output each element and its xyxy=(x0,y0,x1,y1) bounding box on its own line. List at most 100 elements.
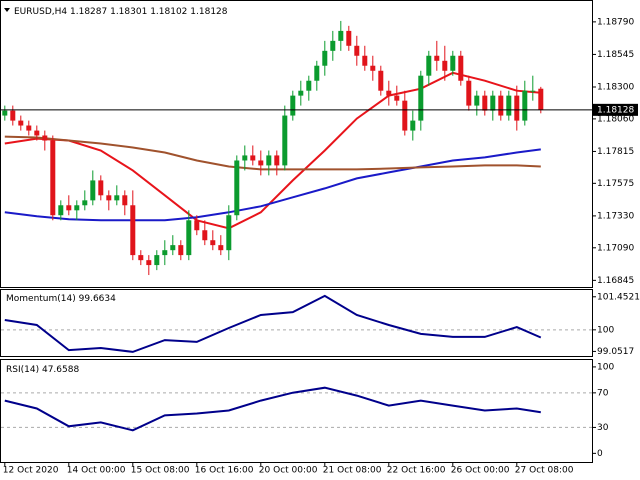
candle-body xyxy=(210,240,216,246)
candle-body xyxy=(114,195,120,201)
x-tick-label: 16 Oct 16:00 xyxy=(195,466,254,476)
y-tick-label: 30 xyxy=(597,423,609,433)
candle-body xyxy=(474,95,480,106)
candle-body xyxy=(514,95,520,121)
y-tick-label: 1.18545 xyxy=(597,50,634,60)
candle-body xyxy=(466,80,472,106)
momentum-title: Momentum(14) xyxy=(6,294,76,304)
candle-body xyxy=(186,220,192,256)
y-tick-label: 100 xyxy=(597,362,614,372)
candle-body xyxy=(370,65,376,71)
candle-body xyxy=(82,200,88,206)
candle-body xyxy=(282,115,288,166)
momentum-panel-frame xyxy=(0,289,593,357)
candle-body xyxy=(314,65,320,81)
candle-body xyxy=(346,30,352,46)
candle-body xyxy=(218,245,224,251)
high-value: 1.18301 xyxy=(110,7,147,17)
candle-body xyxy=(530,90,536,92)
candle-body xyxy=(482,95,488,111)
candle-body xyxy=(146,260,152,266)
x-tick-label: 12 Oct 2020 xyxy=(3,466,59,476)
x-tick-label: 15 Oct 08:00 xyxy=(131,466,190,476)
rsi-label: RSI(14) 47.6588 xyxy=(6,365,79,375)
y-tick-label: 70 xyxy=(597,388,609,398)
candle-body xyxy=(330,40,336,51)
candle-body xyxy=(402,100,408,131)
candle-body xyxy=(26,125,32,131)
y-tick-label: 1.17090 xyxy=(597,243,634,253)
rsi-title: RSI(14) xyxy=(6,365,39,375)
candle-body xyxy=(306,80,312,91)
moving-average-line xyxy=(4,71,541,230)
candle-body xyxy=(274,155,280,166)
menu-triangle xyxy=(4,8,10,12)
candle-body xyxy=(242,155,248,161)
candle-body xyxy=(434,55,440,61)
x-tick-label: 21 Oct 08:00 xyxy=(323,466,382,476)
candle-body xyxy=(154,255,160,266)
candle-body xyxy=(34,130,40,136)
low-value: 1.18102 xyxy=(150,7,187,17)
candle-body xyxy=(354,45,360,56)
candle-body xyxy=(394,95,400,101)
candle-body xyxy=(290,95,296,116)
candle-body xyxy=(418,75,424,121)
chart-header: EURUSD,H4 1.18287 1.18301 1.18102 1.1812… xyxy=(14,7,228,17)
price-panel-frame xyxy=(0,0,593,288)
candle-body xyxy=(74,205,80,211)
close-value: 1.18128 xyxy=(190,7,227,17)
candle-body xyxy=(170,245,176,251)
x-tick-label: 22 Oct 16:00 xyxy=(387,466,446,476)
candle-body xyxy=(18,120,24,126)
candle-body xyxy=(178,245,184,256)
candle-body xyxy=(458,55,464,81)
y-tick-label: 1.17575 xyxy=(597,179,634,189)
y-tick-label: 1.17330 xyxy=(597,211,634,221)
candle-body xyxy=(50,140,56,216)
x-tick-label: 27 Oct 08:00 xyxy=(515,466,574,476)
indicator-line xyxy=(4,386,541,432)
current-price-box xyxy=(592,103,638,116)
candle-body xyxy=(90,180,96,201)
y-tick-label: 100 xyxy=(597,325,614,335)
candle-body xyxy=(442,60,448,71)
y-tick-label: 1.17815 xyxy=(597,147,634,157)
momentum-label: Momentum(14) 99.6634 xyxy=(6,294,116,304)
candle-body xyxy=(138,255,144,261)
candle-body xyxy=(322,50,328,66)
x-tick-label: 14 Oct 00:00 xyxy=(67,466,126,476)
rsi-panel-frame xyxy=(0,359,593,463)
candle-body xyxy=(450,55,456,71)
indicator-line xyxy=(4,294,542,353)
candle-body xyxy=(122,195,128,206)
candle-body xyxy=(130,205,136,256)
candle-body xyxy=(202,230,208,241)
y-tick-label: 0 xyxy=(597,449,603,459)
x-tick-label: 26 Oct 00:00 xyxy=(451,466,510,476)
candle-body xyxy=(378,70,384,91)
momentum-value: 99.6634 xyxy=(79,294,116,304)
candle-body xyxy=(250,155,256,161)
candle-body xyxy=(490,95,496,111)
candle-body xyxy=(338,30,344,41)
candle-body xyxy=(426,55,432,76)
candle-body xyxy=(538,88,544,110)
current-price-label: 1.18128 xyxy=(597,105,634,115)
candle-body xyxy=(162,250,168,256)
candle-body xyxy=(58,205,64,216)
candle-body xyxy=(10,110,16,121)
candle-body xyxy=(194,220,200,231)
y-tick-label: 1.18060 xyxy=(597,114,634,124)
candle-body xyxy=(362,55,368,66)
open-value: 1.18287 xyxy=(70,7,107,17)
candle-body xyxy=(298,90,304,96)
candle-body xyxy=(506,95,512,116)
x-tick-label: 20 Oct 00:00 xyxy=(259,466,318,476)
candle-body xyxy=(258,160,264,166)
candle-body xyxy=(498,95,504,116)
rsi-value: 47.6588 xyxy=(42,365,79,375)
candle-body xyxy=(234,160,240,216)
y-tick-label: 1.16845 xyxy=(597,276,634,286)
candle-body xyxy=(266,155,272,166)
